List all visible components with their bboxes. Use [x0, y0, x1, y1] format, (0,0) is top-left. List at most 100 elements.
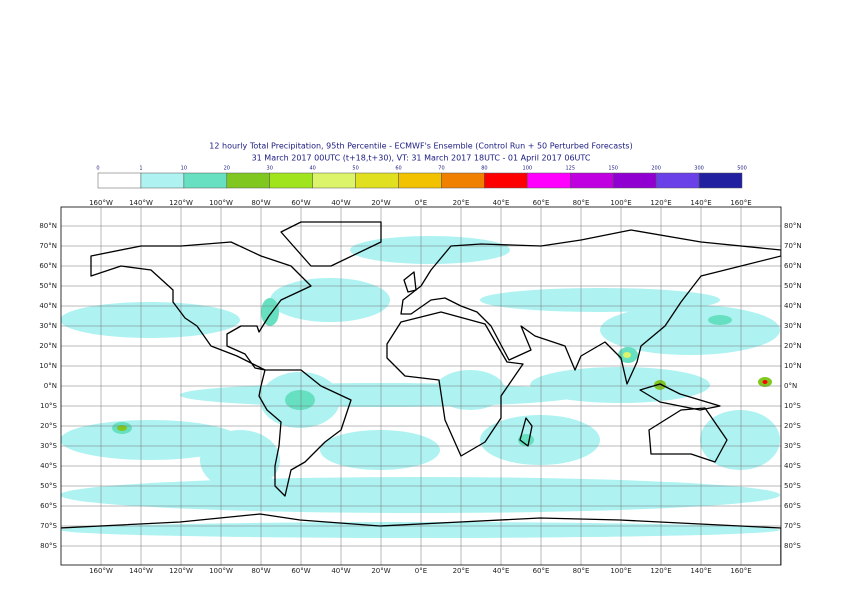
lon-label: 80°W — [251, 567, 270, 575]
colorbar-label: 60 — [395, 166, 401, 172]
colorbar-label: 0 — [96, 166, 99, 172]
colorbar-label: 150 — [608, 166, 618, 172]
lat-label: 40°N — [39, 302, 57, 310]
title: 12 hourly Total Precipitation, 95th Perc… — [209, 142, 632, 151]
lat-label: 10°N — [39, 362, 57, 370]
lon-label: 80°E — [573, 567, 590, 575]
colorbar-label: 30 — [267, 166, 273, 172]
colorbar-swatch — [355, 172, 399, 189]
colorbar-swatch — [269, 172, 313, 189]
graticule — [61, 207, 781, 565]
colorbar-label: 10 — [181, 166, 187, 172]
colorbar-label: 50 — [352, 166, 358, 172]
lat-label: 20°S — [40, 422, 57, 430]
lat-label: 30°N — [784, 322, 802, 330]
lat-label: 60°N — [784, 262, 802, 270]
colorbar-swatch — [398, 172, 442, 189]
colorbar-label: 125 — [565, 166, 575, 172]
map — [61, 207, 781, 565]
lon-label: 120°W — [169, 199, 193, 207]
colorbar-label: 20 — [224, 166, 230, 172]
lat-label: 70°S — [40, 522, 57, 530]
lat-label: 20°N — [39, 342, 57, 350]
lat-label: 0°N — [784, 382, 797, 390]
lon-label: 100°E — [610, 199, 631, 207]
lon-label: 0°E — [415, 199, 427, 207]
colorbar-label: 80 — [481, 166, 487, 172]
lon-label: 100°W — [209, 199, 233, 207]
lat-label: 60°N — [39, 262, 57, 270]
lon-label: 160°E — [730, 567, 751, 575]
lon-label: 40°W — [331, 199, 350, 207]
lat-label: 20°N — [784, 342, 802, 350]
colorbar-label: 70 — [438, 166, 444, 172]
lat-label: 50°S — [784, 482, 801, 490]
lon-label: 160°E — [730, 199, 751, 207]
lat-label: 0°N — [44, 382, 57, 390]
lon-label: 20°W — [371, 567, 390, 575]
lon-label: 160°W — [89, 567, 113, 575]
lat-label: 70°S — [784, 522, 801, 530]
lat-label: 60°S — [784, 502, 801, 510]
lat-label: 40°N — [784, 302, 802, 310]
lon-label: 140°E — [690, 567, 711, 575]
lon-label: 40°W — [331, 567, 350, 575]
coastlines — [61, 221, 781, 565]
lat-label: 50°S — [40, 482, 57, 490]
lat-label: 10°N — [784, 362, 802, 370]
lon-label: 100°W — [209, 567, 233, 575]
colorbar-swatch — [140, 172, 185, 189]
lat-label: 40°S — [40, 462, 57, 470]
colorbar-swatch — [312, 172, 356, 189]
colorbar-label: 1 — [139, 166, 142, 172]
colorbar-swatch — [527, 172, 571, 189]
colorbar-swatch — [655, 172, 700, 189]
colorbar-swatch — [183, 172, 228, 189]
lon-label: 100°E — [610, 567, 631, 575]
lat-label: 10°S — [40, 402, 57, 410]
lon-label: 120°E — [650, 567, 671, 575]
lat-label: 80°S — [40, 542, 57, 550]
lon-label: 80°W — [251, 199, 270, 207]
colorbar-label: 500 — [737, 166, 747, 172]
lon-label: 20°E — [453, 199, 470, 207]
colorbar-label: 300 — [694, 166, 704, 172]
lat-label: 10°S — [784, 402, 801, 410]
lat-label: 80°N — [39, 222, 57, 230]
lon-label: 140°W — [129, 567, 153, 575]
map-frame — [60, 206, 782, 566]
lon-label: 40°E — [493, 567, 510, 575]
lon-label: 40°E — [493, 199, 510, 207]
colorbar-swatch — [698, 172, 743, 189]
colorbar-swatch — [570, 172, 614, 189]
lon-label: 160°W — [89, 199, 113, 207]
lat-label: 70°N — [39, 242, 57, 250]
lat-label: 40°S — [784, 462, 801, 470]
lat-label: 50°N — [784, 282, 802, 290]
colorbar-swatch — [97, 172, 142, 189]
lon-label: 140°E — [690, 199, 711, 207]
lon-label: 80°E — [573, 199, 590, 207]
colorbar-swatch — [484, 172, 528, 189]
lat-label: 70°N — [784, 242, 802, 250]
colorbar-label: 200 — [651, 166, 661, 172]
lon-label: 60°W — [291, 199, 310, 207]
lon-label: 140°W — [129, 199, 153, 207]
lat-label: 30°N — [39, 322, 57, 330]
colorbar: 0 1 10 20 30 40 50 60 70 80 100 125 150 200 300 500 — [96, 166, 747, 189]
lon-label: 60°E — [533, 199, 550, 207]
subtitle: 31 March 2017 00UTC (t+18,t+30), VT: 31 … — [252, 154, 591, 163]
lon-label: 20°E — [453, 567, 470, 575]
lat-label: 60°S — [40, 502, 57, 510]
lat-label: 30°S — [784, 442, 801, 450]
lon-label: 0°E — [415, 567, 427, 575]
lat-label: 80°N — [784, 222, 802, 230]
lon-label: 120°E — [650, 199, 671, 207]
lat-label: 30°S — [40, 442, 57, 450]
colorbar-swatch — [441, 172, 485, 189]
lon-label: 60°E — [533, 567, 550, 575]
colorbar-label: 100 — [523, 166, 533, 172]
lat-label: 20°S — [784, 422, 801, 430]
lon-label: 60°W — [291, 567, 310, 575]
